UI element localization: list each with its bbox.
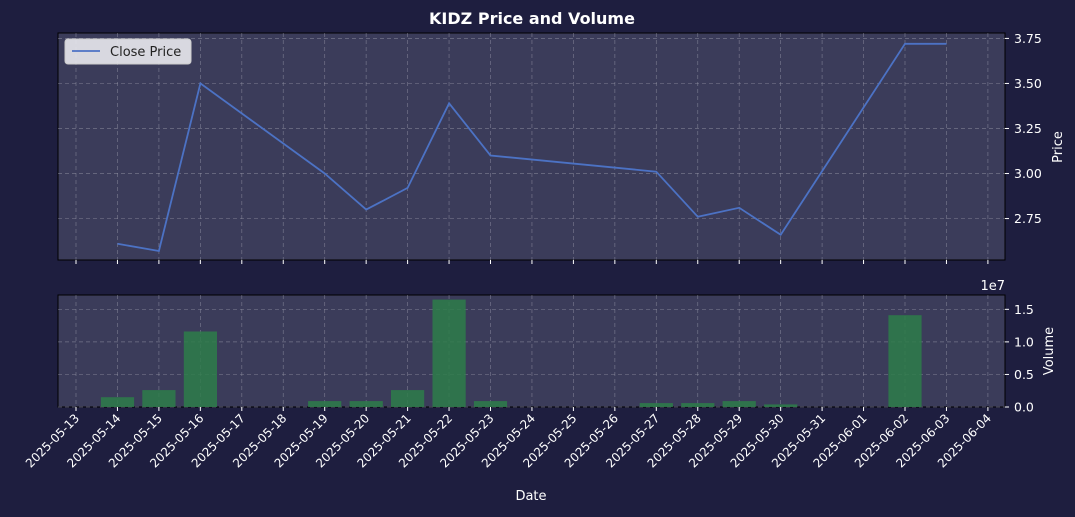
price-legend: Close Price — [64, 38, 192, 65]
price-axis-label: Price — [1051, 131, 1066, 163]
price-y-tick-label: 2.75 — [1014, 211, 1042, 226]
legend-label-close-price: Close Price — [110, 45, 181, 60]
price-y-tick-label: 3.75 — [1014, 31, 1042, 46]
volume-bar — [391, 390, 425, 407]
volume-y-tick-label: 1.5 — [1014, 302, 1034, 317]
volume-y-tick-label: 0.0 — [1014, 400, 1034, 415]
x-axis-label: Date — [515, 489, 546, 504]
price-grid — [58, 33, 1005, 260]
volume-y-ticks: 0.0 0.5 1.0 1.5 — [1005, 302, 1034, 415]
volume-bar — [639, 403, 673, 407]
volume-bar — [183, 331, 217, 407]
volume-bar — [764, 404, 798, 407]
volume-bars — [100, 299, 922, 407]
volume-bar — [349, 401, 383, 407]
volume-offset-text: 1e7 — [980, 279, 1005, 294]
price-y-tick-label: 3.00 — [1014, 166, 1042, 181]
volume-y-tick-label: 0.5 — [1014, 367, 1034, 382]
volume-bar — [681, 403, 715, 407]
volume-bar — [722, 401, 756, 407]
price-x-ticks — [75, 260, 989, 264]
close-price-line — [117, 42, 947, 253]
volume-bar — [473, 401, 508, 407]
volume-bar — [432, 299, 466, 407]
chart-title: KIDZ Price and Volume — [429, 9, 635, 28]
volume-bar — [308, 401, 342, 407]
price-y-tick-label: 3.50 — [1014, 76, 1042, 91]
volume-bar — [100, 397, 135, 407]
price-plot-area — [57, 32, 1006, 261]
legend-box — [64, 38, 192, 65]
volume-bar — [142, 390, 176, 407]
volume-axis-label: Volume — [1042, 327, 1057, 375]
volume-y-tick-label: 1.0 — [1014, 334, 1034, 349]
volume-bar — [888, 315, 922, 407]
date-x-ticks: 2025-05-132025-05-142025-05-152025-05-16… — [23, 407, 994, 470]
price-y-ticks: 2.75 3.00 3.25 3.50 3.75 — [1005, 31, 1042, 226]
price-y-tick-label: 3.25 — [1014, 121, 1042, 136]
